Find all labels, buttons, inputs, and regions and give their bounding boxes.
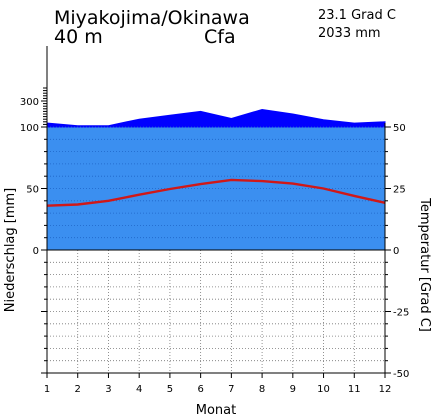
temp-tick-label: 50: [393, 123, 406, 134]
temp-tick-label: -50: [393, 369, 409, 380]
month-label: 5: [167, 384, 173, 395]
x-axis-title: Monat: [196, 403, 236, 418]
precip-tick-label: 0: [33, 246, 39, 257]
month-label: 12: [379, 384, 392, 395]
month-label: 7: [228, 384, 234, 395]
station-name: Miyakojima/Okinawa: [54, 7, 250, 29]
month-label: 6: [197, 384, 203, 395]
mean-temperature: 23.1 Grad C: [318, 8, 396, 23]
left-axis-title: Niederschlag [mm]: [3, 188, 18, 313]
month-label: 2: [75, 384, 81, 395]
temp-tick-label: 0: [393, 246, 399, 257]
station-elevation: 40 m: [54, 26, 103, 48]
month-label: 10: [317, 384, 330, 395]
month-label: 9: [290, 384, 296, 395]
month-label: 8: [259, 384, 265, 395]
grid: [47, 126, 385, 374]
annual-precipitation: 2033 mm: [318, 26, 381, 41]
month-label: 4: [136, 384, 142, 395]
month-label: 3: [105, 384, 111, 395]
temperature-line: [46, 178, 386, 207]
precip-tick-label: 100: [20, 123, 39, 134]
precip-tick-label: 50: [26, 185, 39, 196]
precip-tick-label: 300: [20, 97, 39, 108]
month-label: 1: [44, 384, 50, 395]
month-label: 11: [348, 384, 361, 395]
temp-tick-label: 25: [393, 185, 406, 196]
temp-tick-label: -25: [393, 308, 409, 319]
precipitation-area-above-100: [46, 108, 386, 128]
climate-class: Cfa: [204, 26, 236, 48]
right-axis-title: Temperatur [Grad C]: [417, 197, 432, 332]
